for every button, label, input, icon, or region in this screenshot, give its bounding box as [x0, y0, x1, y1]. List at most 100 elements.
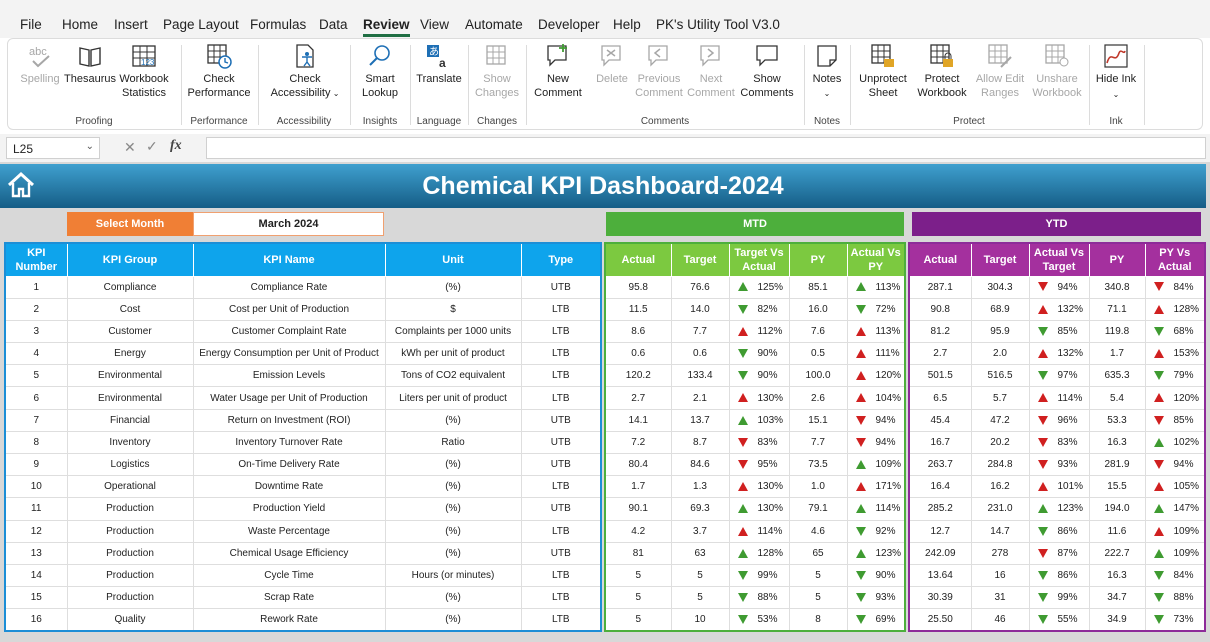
tab-review[interactable]: Review [363, 17, 410, 37]
ytd-py-vs-actual-cell[interactable]: 120% [1144, 386, 1206, 410]
unit-cell[interactable]: (%) [384, 608, 522, 632]
mtd-target-cell[interactable]: 5 [670, 563, 730, 588]
ytd-target-cell[interactable]: 2.0 [970, 342, 1030, 366]
kpi-name-cell[interactable]: Inventory Turnover Rate [192, 430, 386, 455]
mtd-target-cell[interactable]: 14.0 [670, 297, 730, 321]
type-cell[interactable]: LTB [520, 297, 602, 321]
ytd-target-cell[interactable]: 16.2 [970, 475, 1030, 499]
mtd-py-cell[interactable]: 4.6 [788, 519, 848, 543]
spelling-button[interactable]: abc Spelling [14, 43, 66, 86]
kpi-number-cell[interactable]: 15 [4, 586, 68, 610]
mtd-target-cell[interactable]: 76.6 [670, 275, 730, 299]
ytd-actual-vs-target-cell[interactable]: 86% [1028, 563, 1090, 588]
kpi-group-cell[interactable]: Energy [66, 342, 194, 366]
kpi-number-cell[interactable]: 6 [4, 386, 68, 410]
ytd-actual-cell[interactable]: 285.2 [908, 497, 972, 521]
ytd-py-cell[interactable]: 71.1 [1088, 297, 1146, 321]
type-cell[interactable]: LTB [520, 519, 602, 543]
mtd-py-cell[interactable]: 2.6 [788, 386, 848, 410]
ytd-actual-vs-target-cell[interactable]: 101% [1028, 475, 1090, 499]
kpi-number-cell[interactable]: 4 [4, 342, 68, 366]
mtd-target-cell[interactable]: 10 [670, 608, 730, 632]
hide-ink-button[interactable]: Hide Ink ⌄ [1094, 43, 1138, 102]
protect-workbook-button[interactable]: Protect Workbook [913, 43, 971, 100]
thesaurus-button[interactable]: Thesaurus [64, 43, 116, 86]
ytd-actual-cell[interactable]: 16.4 [908, 475, 972, 499]
type-cell[interactable]: LTB [520, 586, 602, 610]
kpi-group-cell[interactable]: Quality [66, 608, 194, 632]
type-cell[interactable]: UTB [520, 408, 602, 432]
mtd-actual-cell[interactable]: 0.6 [604, 342, 672, 366]
home-icon[interactable] [6, 171, 36, 199]
kpi-name-cell[interactable]: Energy Consumption per Unit of Product [192, 342, 386, 366]
mtd-actual-vs-py-cell[interactable]: 120% [846, 364, 906, 388]
cancel-icon[interactable]: ✕ [124, 139, 136, 155]
mtd-target-vs-actual-cell[interactable]: 90% [728, 342, 790, 366]
type-cell[interactable]: UTB [520, 452, 602, 477]
mtd-actual-cell[interactable]: 90.1 [604, 497, 672, 521]
next-comment-button[interactable]: Next Comment [685, 43, 737, 100]
mtd-target-vs-actual-cell[interactable]: 114% [728, 519, 790, 543]
mtd-actual-cell[interactable]: 5 [604, 586, 672, 610]
mtd-target-cell[interactable]: 133.4 [670, 364, 730, 388]
notes-button[interactable]: Notes ⌄ [807, 43, 847, 101]
kpi-name-cell[interactable]: Waste Percentage [192, 519, 386, 543]
mtd-target-cell[interactable]: 13.7 [670, 408, 730, 432]
kpi-number-cell[interactable]: 12 [4, 519, 68, 543]
new-comment-button[interactable]: New Comment [531, 43, 585, 100]
unit-cell[interactable]: (%) [384, 275, 522, 299]
ytd-target-cell[interactable]: 5.7 [970, 386, 1030, 410]
ytd-target-cell[interactable]: 278 [970, 541, 1030, 565]
ytd-py-vs-actual-cell[interactable]: 109% [1144, 519, 1206, 543]
unit-cell[interactable]: $ [384, 297, 522, 321]
ytd-py-vs-actual-cell[interactable]: 85% [1144, 408, 1206, 432]
type-cell[interactable]: UTB [520, 430, 602, 455]
mtd-target-cell[interactable]: 63 [670, 541, 730, 565]
ytd-target-cell[interactable]: 284.8 [970, 452, 1030, 477]
ytd-py-vs-actual-cell[interactable]: 105% [1144, 475, 1206, 499]
mtd-actual-cell[interactable]: 8.6 [604, 319, 672, 344]
kpi-name-cell[interactable]: Rework Rate [192, 608, 386, 632]
mtd-target-vs-actual-cell[interactable]: 130% [728, 386, 790, 410]
ytd-actual-cell[interactable]: 90.8 [908, 297, 972, 321]
kpi-group-cell[interactable]: Production [66, 519, 194, 543]
ytd-py-cell[interactable]: 5.4 [1088, 386, 1146, 410]
mtd-target-vs-actual-cell[interactable]: 90% [728, 364, 790, 388]
mtd-target-cell[interactable]: 3.7 [670, 519, 730, 543]
unit-cell[interactable]: (%) [384, 452, 522, 477]
tab-view[interactable]: View [420, 17, 450, 32]
ytd-py-vs-actual-cell[interactable]: 79% [1144, 364, 1206, 388]
mtd-target-cell[interactable]: 84.6 [670, 452, 730, 477]
mtd-py-cell[interactable]: 85.1 [788, 275, 848, 299]
mtd-py-cell[interactable]: 7.6 [788, 319, 848, 344]
ytd-actual-cell[interactable]: 12.7 [908, 519, 972, 543]
ytd-target-cell[interactable]: 95.9 [970, 319, 1030, 344]
unshare-workbook-button[interactable]: Unshare Workbook [1029, 43, 1085, 100]
type-cell[interactable]: LTB [520, 319, 602, 344]
mtd-actual-vs-py-cell[interactable]: 111% [846, 342, 906, 366]
tab-automate[interactable]: Automate [465, 17, 523, 32]
type-cell[interactable]: LTB [520, 475, 602, 499]
ytd-actual-vs-target-cell[interactable]: 86% [1028, 519, 1090, 543]
ytd-target-cell[interactable]: 304.3 [970, 275, 1030, 299]
ytd-actual-cell[interactable]: 30.39 [908, 586, 972, 610]
unit-cell[interactable]: Ratio [384, 430, 522, 455]
ytd-actual-vs-target-cell[interactable]: 85% [1028, 319, 1090, 344]
mtd-target-cell[interactable]: 8.7 [670, 430, 730, 455]
ytd-target-cell[interactable]: 14.7 [970, 519, 1030, 543]
mtd-actual-vs-py-cell[interactable]: 113% [846, 319, 906, 344]
ytd-actual-cell[interactable]: 287.1 [908, 275, 972, 299]
kpi-group-cell[interactable]: Cost [66, 297, 194, 321]
ytd-py-cell[interactable]: 340.8 [1088, 275, 1146, 299]
ytd-actual-vs-target-cell[interactable]: 83% [1028, 430, 1090, 455]
kpi-number-cell[interactable]: 3 [4, 319, 68, 344]
ytd-target-cell[interactable]: 231.0 [970, 497, 1030, 521]
mtd-py-cell[interactable]: 0.5 [788, 342, 848, 366]
ytd-py-cell[interactable]: 194.0 [1088, 497, 1146, 521]
check-icon[interactable]: ✓ [146, 138, 158, 154]
unit-cell[interactable]: (%) [384, 497, 522, 521]
kpi-name-cell[interactable]: On-Time Delivery Rate [192, 452, 386, 477]
tab-data[interactable]: Data [319, 17, 348, 32]
mtd-py-cell[interactable]: 1.0 [788, 475, 848, 499]
tab-file[interactable]: File [20, 17, 42, 32]
